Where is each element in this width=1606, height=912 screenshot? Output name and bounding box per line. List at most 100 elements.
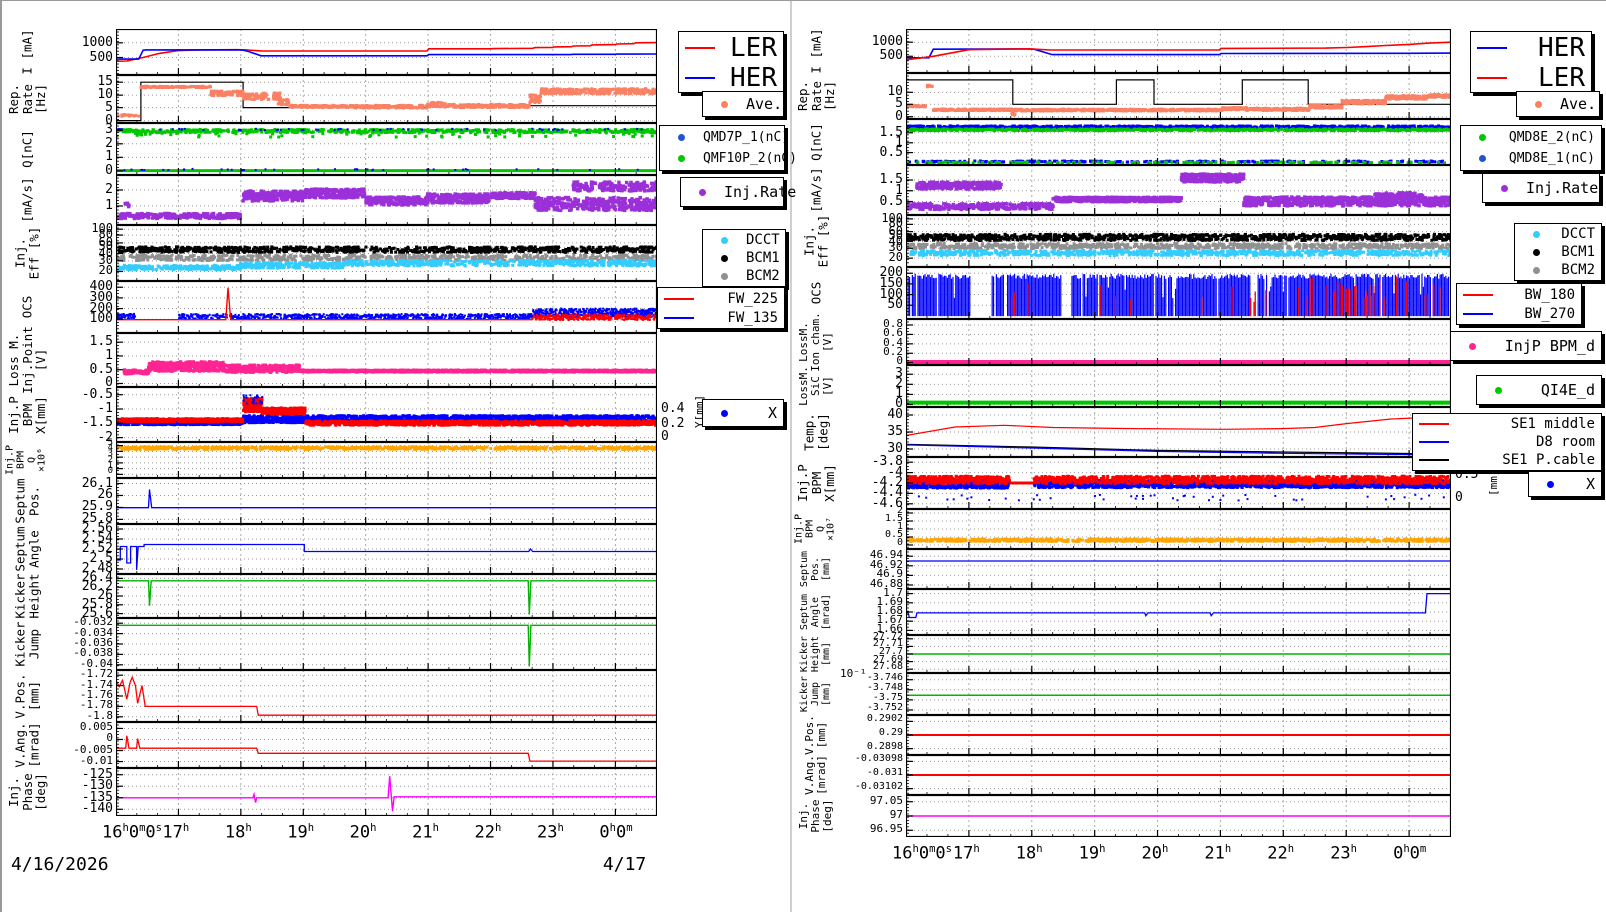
y-tick-label: 0 (108, 466, 113, 476)
y-tick-label: 0 (106, 731, 113, 744)
plot-canvas-septumang (906, 589, 1451, 635)
y-tick-label: 2.5 (90, 551, 113, 566)
y-tick-label: 2.54 (82, 531, 113, 546)
row-kickerh: Kicker Height [mm] 27.72 27.71 27.7 27.69 27.… (792, 631, 1451, 673)
plot-canvas-injrate (906, 165, 1451, 215)
x-tick-label: 19h (287, 822, 314, 843)
y-tick-label: -4.2 (872, 475, 903, 490)
y-axis-label-septumpos: Septum Pos. (13, 478, 42, 523)
y-tick-label: 60 (99, 235, 113, 249)
y-tick-label: 2 (108, 455, 113, 465)
y-ticks-phase: 97.05 97 96.95 (840, 794, 906, 837)
legend-entry-label: SE1 P.cable (1456, 452, 1595, 468)
legend-entry-label: BCM1 (1558, 244, 1595, 260)
y-tick-label: 10 (97, 87, 113, 102)
legend-dcct: DCCT BCM1 BCM2 (1514, 223, 1602, 281)
y-tick-label: 27.68 (873, 661, 903, 672)
y-tick-label: -4.4 (872, 485, 903, 500)
legend-bw-180: BW_180 BW_270 (1456, 283, 1582, 325)
row-injeff: Inj. Eff [%] 100 80 60 50 40 30 20 (792, 211, 1451, 267)
y-tick-label: 0 (897, 537, 903, 548)
legend-line-marker (685, 47, 715, 49)
row-temp: Temp. [deg] 40 35 30 (792, 407, 1451, 457)
legend-dot-marker (1489, 184, 1519, 192)
row-vang: V.Ang. [mrad] -0.03098 -0.031 -0.03102 (792, 753, 1451, 795)
legend-entry-label: SE1 middle (1456, 416, 1595, 432)
y-tick-label: 27.72 (873, 631, 903, 642)
y-ticks-kickerj: 10⁻¹ -3.746 -3.748 -3.75 -3.752 (840, 667, 906, 715)
y-tick-label: -4 (887, 465, 903, 480)
y-tick-label: 5 (895, 96, 903, 111)
y-tick-label: 0.5 (885, 529, 903, 540)
row-septumang: Septum Angle [mrad] 1.7 1.69 1.68 1.67 1.66 (792, 586, 1451, 635)
secondary-y-tick-label: 0 (1455, 490, 1463, 505)
legend-entry-label: BCM2 (746, 268, 780, 284)
plot-canvas-bpmx (116, 387, 657, 442)
y-ticks-injpoint: 1.5 1 0.5 0 (52, 333, 116, 390)
legend-line-marker (1419, 459, 1449, 461)
plot-canvas-vpos (906, 715, 1451, 755)
legend-line-marker (664, 316, 694, 319)
y-ticks-injrate: 1.5 1 0.5 (840, 165, 906, 215)
legend-her: HER LER (1470, 31, 1592, 93)
y-tick-label: 400 (90, 279, 113, 294)
legend-qi4e-d: QI4E_d (1476, 375, 1602, 405)
y-tick-label: 1.69 (877, 595, 904, 608)
y-ticks-charge: 1.5 1 0.5 (840, 119, 906, 165)
y-ticks-ioncham: 0.8 0.6 0.4 0.2 0 (840, 317, 906, 367)
y-tick-label: 100 (91, 221, 113, 235)
row-bpmx: Inj.P BPM X[mm] -0.5 -1 -1.5 -2 (2, 387, 657, 445)
y-tick-label: -0.01 (80, 754, 113, 767)
plot-canvas-bpmq (116, 442, 657, 478)
y-axis-label-injeff: Inj. Eff [%] (13, 227, 42, 280)
y-axis-label-reprate: Rep. Rate [Hz] (795, 81, 837, 111)
y-ticks-kickerj: -0.032 -0.034 -0.036 -0.038 -0.04 (52, 615, 116, 670)
plot-canvas-kickerj (116, 618, 657, 670)
y-tick-label: 0 (105, 113, 113, 128)
row-kickerj: Kicker Jump [mm] 10⁻¹ -3.746 -3.748 -3.75 -3.… (792, 667, 1451, 715)
y-tick-label: 100 (881, 211, 903, 225)
y-tick-label: 30 (887, 441, 903, 456)
legend-ave-: Ave. (702, 91, 784, 117)
legend-entry-label: Inj.Rate (1526, 179, 1598, 197)
legend-entry-label: QMD8E_2(nC) (1504, 130, 1595, 145)
y-axis-label-injrate: [mA/s] (19, 177, 34, 222)
y-tick-label: -0.036 (73, 636, 113, 649)
legend-ler: LER HER (678, 31, 784, 93)
legend-dot-marker (687, 188, 717, 196)
row-current: I [mA] 1000 500 (2, 29, 657, 75)
y-tick-label: 20 (889, 250, 903, 264)
y-tick-label: -1.72 (80, 667, 113, 680)
y-tick-label: 60 (889, 224, 903, 238)
legend-entry-label: QMD7P_1(nC) (703, 130, 789, 145)
row-septumang: Septum Angle 2.56 2.54 2.52 2.5 2.48 (2, 521, 657, 576)
legend-entry-label: BW_180 (1500, 287, 1575, 303)
y-tick-label: 200 (880, 265, 903, 280)
right-strip-chart-panel: I [mA] 1000 500 Rep. Rate [Hz] 10 5 0 Q[nC] 1.5 1… (792, 1, 1606, 912)
plot-canvas-temp (906, 407, 1451, 457)
y-tick-label: 2.56 (82, 521, 113, 536)
y-tick-label: 15 (97, 74, 113, 89)
legend-entry-label: FW_135 (701, 310, 778, 326)
y-ticks-kickerh: 27.72 27.71 27.7 27.69 27.68 (840, 631, 906, 673)
y-tick-label: 5 (105, 100, 113, 115)
y-axis-label-kickerj: Kicker Jump (13, 621, 42, 666)
y-axis-label-phase: Inj. Phase [deg] (797, 799, 834, 832)
legend-dot-marker (1521, 248, 1551, 256)
legend-entry-label: D8 room (1456, 434, 1595, 450)
y-axis-label-sic: LossM. SiC [V] (797, 366, 834, 406)
y-axis-label-reprate: Rep. Rate [Hz] (6, 84, 48, 114)
y-axis-label-vpos: V.Pos. [mm] (13, 673, 42, 718)
x-tick-label: 0h0m (1393, 843, 1426, 864)
y-ticks-septumang: 2.56 2.54 2.52 2.5 2.48 (52, 521, 116, 576)
date-label-left: 4/16/2026 (11, 854, 109, 875)
legend-line-marker (1463, 312, 1493, 315)
y-tick-label: 20 (99, 263, 113, 277)
legend-ave-: Ave. (1516, 91, 1600, 117)
plot-canvas-injeff (906, 215, 1451, 267)
y-tick-label: 1.5 (880, 172, 903, 187)
y-tick-label: 10 (887, 84, 903, 99)
plot-canvas-ioncham (906, 319, 1451, 365)
